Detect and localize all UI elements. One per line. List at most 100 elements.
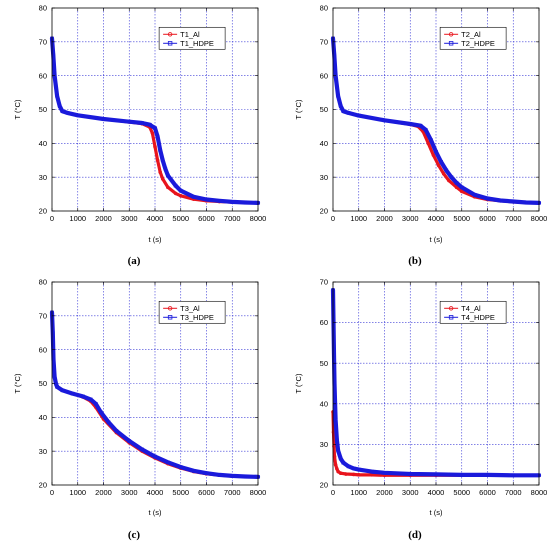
x-tick-label: 2000 <box>95 214 112 223</box>
data-point <box>426 141 431 146</box>
x-axis-label: t (s) <box>430 235 443 244</box>
data-point <box>140 447 144 452</box>
legend-marker <box>448 315 454 320</box>
y-tick-label: 60 <box>39 345 47 354</box>
chart-panel-2: 0 1000 2000 3000 4000 5000 6000 7000 8000 20 30 40 5… <box>294 4 547 267</box>
x-tick-label: 1000 <box>69 214 86 223</box>
data-point <box>356 473 361 477</box>
data-point <box>351 466 356 471</box>
data-point <box>447 178 451 183</box>
data-point <box>52 374 57 379</box>
y-tick-label: 20 <box>39 481 47 490</box>
data-point <box>148 122 152 127</box>
x-axis-label: t (s) <box>149 235 162 244</box>
data-point <box>382 118 387 123</box>
legend-entry: T1_HDPE <box>180 39 214 48</box>
legend-marker <box>167 32 173 37</box>
data-point <box>341 109 346 113</box>
data-point <box>153 144 157 149</box>
data-point <box>346 464 351 469</box>
y-tick-label: 70 <box>320 278 328 287</box>
data-point <box>418 123 423 128</box>
data-point <box>217 473 222 477</box>
y-tick-label: 60 <box>320 318 328 327</box>
data-point <box>166 173 170 178</box>
y-tick-label: 30 <box>39 173 47 182</box>
y-tick-label: 50 <box>320 359 328 368</box>
x-tick-label: 4000 <box>428 488 445 497</box>
y-tick-label: 50 <box>39 379 47 388</box>
x-tick-label: 2000 <box>376 488 393 497</box>
data-point <box>50 330 55 335</box>
legend-entry: T4_Al <box>461 304 481 313</box>
data-point <box>160 177 165 181</box>
x-tick-label: 5000 <box>453 214 470 223</box>
legend-entry: T3_HDPE <box>180 313 214 322</box>
x-tick-label: 0 <box>50 214 54 223</box>
x-tick-label: 7000 <box>224 488 241 497</box>
data-point <box>338 471 343 476</box>
legend-marker <box>448 41 454 46</box>
y-tick-label: 50 <box>320 105 328 114</box>
legend-entry: T3_Al <box>180 304 200 313</box>
data-point <box>65 111 70 115</box>
data-point <box>344 472 348 476</box>
series-line-T4_HDPE <box>330 288 542 478</box>
x-tick-label: 2000 <box>376 214 393 223</box>
data-point <box>336 448 340 453</box>
x-tick-label: 8000 <box>531 214 548 223</box>
chart-panel-4: 0 1000 2000 3000 4000 5000 6000 7000 8000 20 30 40 5… <box>294 278 547 541</box>
data-point <box>191 194 196 199</box>
x-tick-label: 4000 <box>428 214 445 223</box>
data-point <box>346 111 351 115</box>
x-tick-label: 4000 <box>147 488 164 497</box>
legend-marker <box>448 306 454 311</box>
data-point <box>436 163 441 168</box>
panel-label: (d) <box>408 529 422 541</box>
data-point <box>335 438 339 443</box>
x-tick-label: 5000 <box>172 214 189 223</box>
data-point <box>434 149 438 154</box>
data-point <box>336 469 340 474</box>
data-point <box>140 121 144 125</box>
x-tick-label: 2000 <box>95 488 112 497</box>
data-point <box>60 109 65 113</box>
data-point <box>160 158 165 163</box>
data-point <box>439 160 443 164</box>
data-point <box>75 113 80 118</box>
data-point <box>472 192 477 197</box>
x-tick-label: 6000 <box>479 214 496 223</box>
data-point <box>243 474 247 479</box>
data-point <box>173 191 178 196</box>
data-point <box>127 439 132 443</box>
data-point <box>114 429 119 433</box>
data-point <box>204 471 209 475</box>
data-point <box>336 94 340 98</box>
data-point <box>338 456 343 461</box>
y-tick-label: 40 <box>320 399 328 408</box>
x-tick-label: 6000 <box>198 488 215 497</box>
x-tick-label: 6000 <box>479 488 496 497</box>
data-point <box>88 397 93 402</box>
data-point <box>178 193 183 198</box>
y-axis-label: T (°C) <box>294 373 303 393</box>
panel-label: (c) <box>128 529 141 541</box>
data-point <box>173 183 178 188</box>
data-point <box>333 418 338 422</box>
data-point <box>459 185 464 190</box>
x-tick-label: 8000 <box>250 488 267 497</box>
data-point <box>485 473 490 477</box>
data-point <box>441 171 446 176</box>
x-tick-label: 6000 <box>198 214 215 223</box>
y-tick-label: 60 <box>320 71 328 80</box>
y-tick-label: 80 <box>320 4 328 13</box>
data-point <box>511 473 516 478</box>
y-axis-label: T (°C) <box>294 99 303 119</box>
x-tick-label: 5000 <box>172 488 189 497</box>
y-tick-label: 30 <box>39 447 47 456</box>
data-point <box>166 460 170 465</box>
